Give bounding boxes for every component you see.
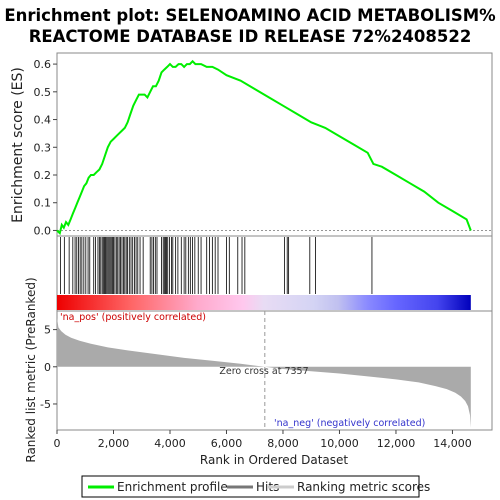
enrichment-profile-line [56,59,472,236]
es-y-tick-label: 0.6 [34,58,52,71]
es-y-tick-label: 0.1 [34,197,52,210]
es-panel-frame [56,52,493,237]
x-tick-label: 12,000 [377,437,416,450]
es-panel: 0.0 0.1 0.2 0.3 0.4 0.5 0.6 [34,58,492,237]
chart-title-line1: Enrichment plot: SELENOAMINO ACID METABO… [4,6,496,25]
x-tick-label: 6,000 [211,437,243,450]
legend: Enrichment profile Hits Ranking metric s… [81,475,430,498]
neg-correlated-label: 'na_neg' (negatively correlated) [274,418,425,429]
metric-y-tick-label: -5 [40,398,51,411]
metric-panel: 5 0 -5 [40,311,471,430]
x-axis-label: Rank in Ordered Dataset [200,453,348,467]
es-y-tick-label: 0.3 [34,141,52,154]
x-axis: 0 2,000 4,000 6,000 8,000 10,000 12,000 14,000 [54,430,472,450]
x-tick-label: 0 [54,437,61,450]
es-y-tick-label: 0.5 [34,86,52,99]
es-axis-label: Enrichment score (ES) [10,67,26,223]
es-y-tick-label: 0.2 [34,169,52,182]
legend-metric-label: Ranking metric scores [297,480,430,494]
x-tick-label: 8,000 [267,437,299,450]
x-tick-label: 10,000 [320,437,359,450]
es-y-tick-label: 0.0 [34,224,52,237]
rank-color-bar [57,295,471,310]
ranked-metric-area [57,317,471,428]
metric-y-tick-label: 5 [44,324,51,337]
x-tick-label: 2,000 [98,437,130,450]
x-tick-label: 4,000 [154,437,186,450]
metric-y-tick-label: 0 [44,361,51,374]
pos-correlated-label: 'na_pos' (positively correlated) [60,312,206,323]
es-y-tick-label: 0.4 [34,114,52,127]
zero-cross-label: Zero cross at 7357 [219,366,308,377]
legend-profile-label: Enrichment profile [117,480,228,494]
x-tick-label: 14,000 [433,437,472,450]
hits-panel [57,237,471,310]
chart-title-line2: REACTOME DATABASE ID RELEASE 72%2408522 [29,27,472,46]
metric-axis-label: Ranked list metric (PreRanked) [24,277,38,462]
legend-hits-label: Hits [256,480,279,494]
